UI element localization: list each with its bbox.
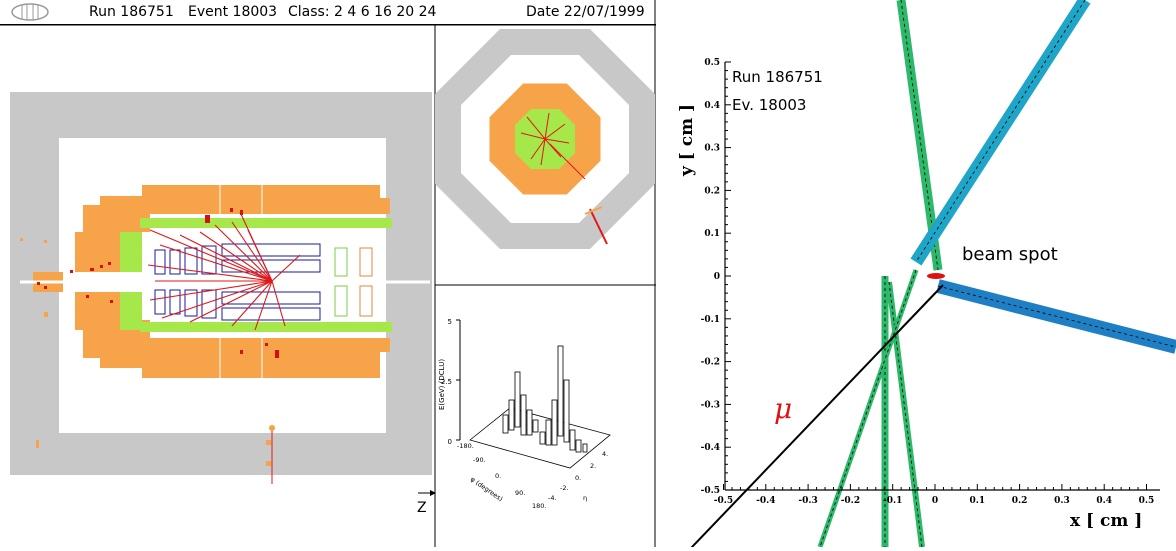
experiment-logo-icon — [11, 3, 49, 21]
y-tick-label: -0.1 — [701, 315, 720, 325]
vertex-run-label: Run 186751 — [732, 68, 823, 86]
y-tick-label: -0.3 — [701, 400, 720, 410]
phi-tick: 180. — [532, 502, 546, 510]
axis-ticks: 0.5 0.4 0.3 0.2 0.1 0 -0.1 -0.2 -0.3 -0.4 -0.5-0.5… — [701, 58, 1155, 506]
eta-tick: 0. — [575, 474, 581, 482]
x-tick-label: -0.4 — [756, 496, 775, 506]
phi-tick: 0. — [495, 472, 501, 480]
phi-tick: 90. — [515, 489, 525, 497]
y-tick-label: 0.3 — [704, 144, 720, 154]
eta-tick: -2. — [560, 484, 569, 492]
y-axis-title: y [ cm ] — [677, 104, 697, 177]
y-tick-label: 0 — [714, 272, 720, 282]
eta-tick: 4. — [602, 450, 608, 458]
x-tick-label: -0.5 — [714, 496, 733, 506]
x-axis-title: x [ cm ] — [1070, 511, 1142, 531]
z-tick: 0 — [448, 438, 452, 446]
phi-tick: -180. — [457, 442, 474, 450]
vertex-plot: 0.5 0.4 0.3 0.2 0.1 0 -0.1 -0.2 -0.3 -0.4 -0.5-0.5… — [677, 0, 1176, 547]
beam-spot-marker — [927, 273, 945, 279]
vertex-plot-panel: 0.5 0.4 0.3 0.2 0.1 0 -0.1 -0.2 -0.3 -0.4 -0.5 -0.5… — [670, 0, 1176, 547]
y-tick-label: -0.4 — [701, 443, 720, 453]
side-view: Z — [10, 92, 436, 516]
beam-spot-label: beam spot — [962, 244, 1058, 265]
phi-tick: -90. — [473, 456, 486, 464]
z-tick: 2.5 — [441, 378, 452, 386]
side-view-tracks — [147, 211, 301, 331]
x-tick-label: 0.3 — [1054, 496, 1070, 506]
event-header: Run 186751 Event 18003 Class: 2 4 6 16 2… — [0, 0, 656, 25]
eta-tick: -4. — [548, 494, 557, 502]
track-layer — [690, 0, 1176, 547]
x-tick-label: -0.1 — [883, 496, 902, 506]
detector-views: Z 5 2.5 — [0, 0, 656, 547]
x-tick-label: -0.2 — [841, 496, 860, 506]
z-axis-label: E(GeV) (DCLU) — [438, 359, 446, 410]
end-view-tracks — [520, 112, 586, 180]
event-class: Class: 2 4 6 16 20 24 — [288, 4, 437, 20]
x-tick-label: -0.3 — [798, 496, 817, 506]
event-number: Event 18003 — [188, 4, 278, 20]
track-blue-axis — [937, 285, 1176, 348]
y-tick-label: -0.5 — [701, 486, 720, 496]
z-axis-label: Z — [417, 500, 427, 516]
vertex-event-label: Ev. 18003 — [732, 96, 806, 114]
eta-axis-label: η — [583, 494, 587, 502]
y-tick-label: 0.5 — [704, 58, 720, 68]
muon-track — [690, 284, 944, 547]
z-tick: 5 — [448, 318, 452, 326]
y-tick-label: 0.4 — [704, 101, 720, 111]
lego-plot: 5 2.5 0 E(GeV) (DCLU) — [438, 318, 611, 510]
y-tick-label: -0.2 — [701, 358, 720, 368]
end-view — [435, 29, 655, 249]
y-tick-label: 0.1 — [704, 229, 720, 239]
x-tick-label: 0.4 — [1096, 496, 1112, 506]
x-tick-label: 0.1 — [969, 496, 985, 506]
y-tick-label: 0.2 — [704, 186, 720, 196]
event-display-panel: Run 186751 Event 18003 Class: 2 4 6 16 2… — [0, 0, 656, 547]
run-number: Run 186751 — [89, 4, 174, 20]
x-tick-label: 0 — [932, 496, 938, 506]
x-tick-label: 0.2 — [1012, 496, 1028, 506]
event-date: Date 22/07/1999 — [526, 4, 645, 20]
x-tick-label: 0.5 — [1139, 496, 1155, 506]
muon-label: μ — [774, 392, 792, 425]
eta-tick: 2. — [590, 462, 596, 470]
track-green-4-axis — [819, 269, 917, 547]
track-green-1 — [896, 0, 943, 271]
track-cyan-axis — [915, 0, 1086, 263]
